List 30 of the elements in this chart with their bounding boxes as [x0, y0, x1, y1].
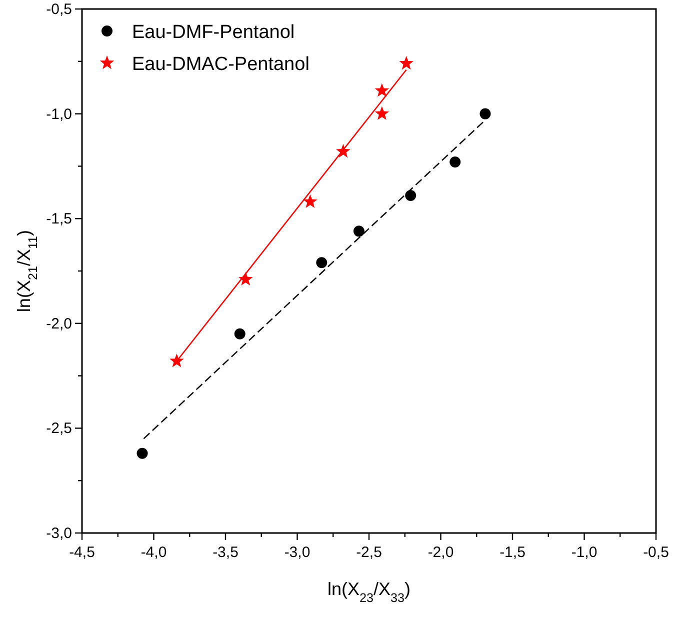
point	[450, 156, 461, 168]
point	[374, 83, 390, 97]
point	[353, 226, 364, 237]
x-tick-label: -2,0	[428, 544, 454, 561]
point	[170, 354, 184, 368]
x-tick-label: -4,5	[69, 544, 95, 561]
y-tick-label: -1,5	[46, 210, 72, 228]
x-tick-label: -3,5	[212, 544, 238, 561]
x-tick-label: -2,5	[356, 544, 382, 561]
point	[234, 328, 246, 340]
x-tick-label: -1,5	[500, 544, 526, 561]
legend-label: Eau-DMF-Pentanol	[132, 22, 295, 43]
x-tick-label: -4,0	[140, 544, 167, 561]
point	[399, 56, 414, 70]
point	[136, 448, 148, 459]
x-tick-label: -1,0	[571, 544, 598, 561]
x-tick-label: -0,5	[643, 544, 669, 561]
point	[303, 194, 318, 208]
x-tick-label: -3,0	[284, 544, 310, 561]
x-axis-title: ln(X$_{23}$/X$_{33}$)	[327, 579, 411, 605]
y-tick-label: -0,5	[46, 1, 72, 18]
y-tick-label: -3,0	[46, 525, 72, 542]
point	[480, 108, 491, 120]
point	[405, 190, 416, 202]
point	[316, 257, 328, 268]
y-tick-label: -2,5	[46, 420, 72, 438]
legend-label: Eau-DMAC-Pentanol	[132, 54, 310, 75]
y-tick-label: -1,0	[46, 106, 72, 123]
point	[374, 106, 390, 120]
y-tick-label: -2,0	[46, 315, 72, 332]
